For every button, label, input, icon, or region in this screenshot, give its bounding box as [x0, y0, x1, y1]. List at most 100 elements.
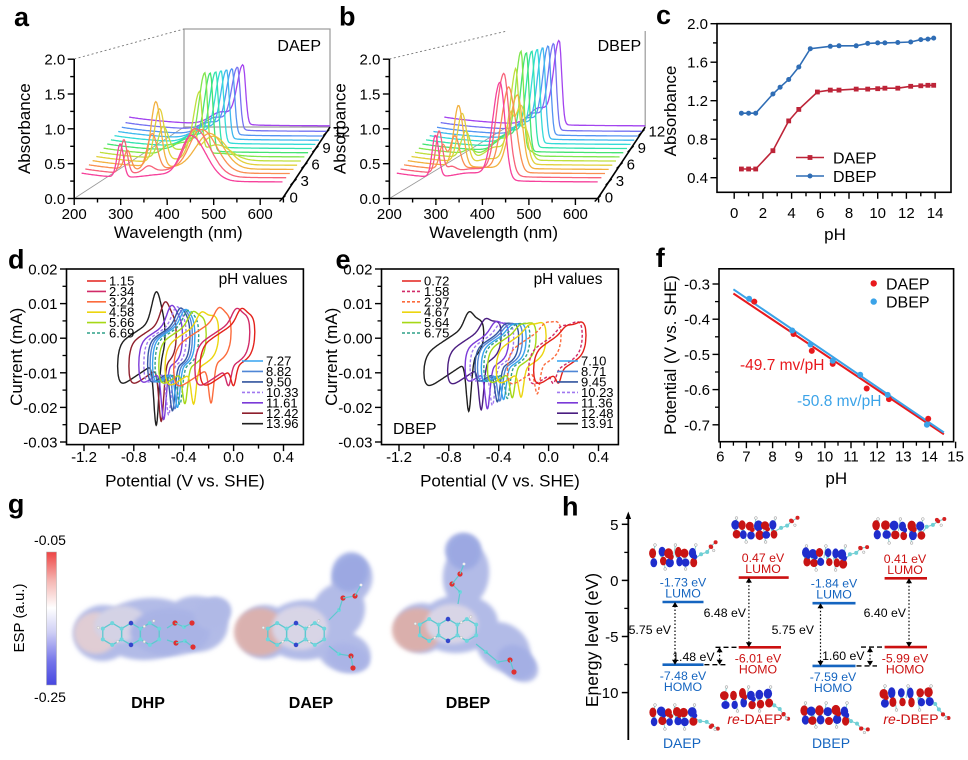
svg-text:a: a: [14, 2, 30, 32]
svg-text:LUMO: LUMO: [816, 588, 852, 602]
svg-text:Absorbance: Absorbance: [661, 66, 680, 157]
svg-text:-0.03: -0.03: [338, 435, 372, 452]
svg-text:2.34: 2.34: [109, 284, 134, 299]
svg-text:13: 13: [895, 449, 912, 466]
svg-text:-0.7: -0.7: [684, 417, 710, 434]
svg-text:DBEP: DBEP: [833, 169, 877, 186]
svg-text:8.71: 8.71: [581, 364, 606, 379]
svg-text:-0.02: -0.02: [338, 400, 372, 417]
svg-text:-7.48 eV: -7.48 eV: [660, 669, 707, 683]
svg-text:0.02: 0.02: [28, 262, 57, 279]
svg-text:-0.8: -0.8: [121, 449, 147, 466]
svg-text:0.5: 0.5: [44, 156, 65, 173]
svg-text:6: 6: [627, 157, 635, 174]
svg-text:-10: -10: [597, 685, 619, 702]
svg-text:0.4: 0.4: [687, 170, 708, 187]
svg-text:12: 12: [898, 205, 915, 222]
svg-text:300: 300: [108, 206, 133, 223]
svg-text:7: 7: [742, 449, 750, 466]
svg-text:Absorbance: Absorbance: [15, 83, 34, 174]
svg-text:1.60 eV: 1.60 eV: [822, 649, 865, 663]
svg-text:300: 300: [423, 206, 448, 223]
svg-text:0.4: 0.4: [273, 449, 294, 466]
svg-text:1.58: 1.58: [424, 284, 449, 299]
svg-text:0.00: 0.00: [28, 331, 57, 348]
svg-text:0.0: 0.0: [360, 191, 381, 208]
svg-text:ESP (a.u.): ESP (a.u.): [11, 584, 28, 653]
svg-text:12: 12: [333, 124, 350, 141]
svg-text:9.45: 9.45: [581, 374, 606, 389]
svg-text:b: b: [339, 2, 356, 32]
svg-text:pH: pH: [825, 469, 847, 488]
svg-text:9: 9: [322, 140, 330, 157]
svg-text:Energy level (eV): Energy level (eV): [582, 573, 602, 707]
svg-text:8.82: 8.82: [266, 364, 291, 379]
svg-text:-0.03: -0.03: [23, 435, 57, 452]
svg-text:Wavelength (nm): Wavelength (nm): [429, 223, 558, 242]
svg-text:0.0: 0.0: [44, 191, 65, 208]
svg-text:DAEP: DAEP: [833, 151, 877, 168]
svg-text:11: 11: [843, 449, 859, 466]
svg-text:Potential (V vs. SHE): Potential (V vs. SHE): [420, 472, 580, 491]
svg-text:8: 8: [768, 449, 776, 466]
svg-text:g: g: [8, 489, 25, 519]
svg-text:6: 6: [816, 205, 824, 222]
svg-text:DAEP: DAEP: [289, 695, 334, 712]
svg-text:-0.4: -0.4: [684, 312, 710, 329]
svg-text:10: 10: [817, 449, 834, 466]
svg-text:400: 400: [470, 206, 495, 223]
svg-text:-5: -5: [605, 629, 618, 646]
svg-text:-50.8 mv/pH: -50.8 mv/pH: [797, 393, 881, 410]
svg-text:600: 600: [563, 206, 588, 223]
svg-text:Wavelength (nm): Wavelength (nm): [114, 223, 243, 242]
svg-text:1.5: 1.5: [360, 87, 381, 104]
svg-text:e: e: [336, 245, 351, 275]
svg-text:Current (mA): Current (mA): [7, 308, 26, 406]
svg-text:6: 6: [716, 449, 724, 466]
svg-text:-1.84 eV: -1.84 eV: [811, 577, 858, 591]
svg-text:d: d: [8, 245, 25, 275]
svg-text:0.8: 0.8: [687, 132, 708, 149]
svg-text:LUMO: LUMO: [745, 562, 781, 576]
svg-text:Current (mA): Current (mA): [322, 308, 341, 406]
svg-text:HOMO: HOMO: [886, 662, 924, 676]
svg-text:12.48: 12.48: [581, 406, 614, 421]
svg-text:DAEP: DAEP: [277, 38, 321, 55]
svg-text:2.0: 2.0: [44, 52, 65, 69]
svg-text:DAEP: DAEP: [78, 421, 122, 438]
svg-text:0: 0: [610, 573, 618, 590]
svg-text:0.4: 0.4: [588, 449, 609, 466]
svg-text:2.0: 2.0: [687, 16, 708, 33]
svg-text:re-DBEP: re-DBEP: [883, 711, 938, 727]
svg-text:Potential (V vs. SHE): Potential (V vs. SHE): [661, 275, 680, 435]
svg-text:3: 3: [301, 173, 309, 190]
svg-text:3.24: 3.24: [109, 294, 134, 309]
svg-text:14: 14: [927, 205, 944, 222]
svg-text:4: 4: [787, 205, 795, 222]
svg-text:c: c: [656, 0, 671, 30]
svg-text:6.75: 6.75: [424, 326, 449, 341]
svg-text:DAEP: DAEP: [663, 735, 701, 751]
svg-text:10.33: 10.33: [266, 385, 299, 400]
svg-text:1.5: 1.5: [44, 87, 65, 104]
svg-text:200: 200: [377, 206, 402, 223]
svg-text:2: 2: [759, 205, 767, 222]
svg-text:5.66: 5.66: [109, 315, 134, 330]
svg-text:0: 0: [290, 190, 298, 207]
svg-text:-0.6: -0.6: [684, 382, 710, 399]
svg-text:0.01: 0.01: [343, 296, 372, 313]
svg-text:4.67: 4.67: [424, 305, 449, 320]
svg-text:-0.4: -0.4: [486, 449, 512, 466]
svg-text:-7.59 eV: -7.59 eV: [810, 670, 857, 684]
svg-text:1.0: 1.0: [360, 121, 381, 138]
svg-text:400: 400: [155, 206, 180, 223]
svg-text:500: 500: [201, 206, 226, 223]
svg-text:2.0: 2.0: [360, 52, 381, 69]
svg-text:LUMO: LUMO: [665, 587, 701, 601]
svg-text:-1.73 eV: -1.73 eV: [660, 576, 707, 590]
svg-text:0.02: 0.02: [343, 262, 372, 279]
svg-text:6: 6: [311, 157, 319, 174]
svg-text:Potential (V vs. SHE): Potential (V vs. SHE): [105, 472, 265, 491]
svg-text:LUMO: LUMO: [887, 563, 923, 577]
svg-text:0.41 eV: 0.41 eV: [884, 552, 927, 566]
